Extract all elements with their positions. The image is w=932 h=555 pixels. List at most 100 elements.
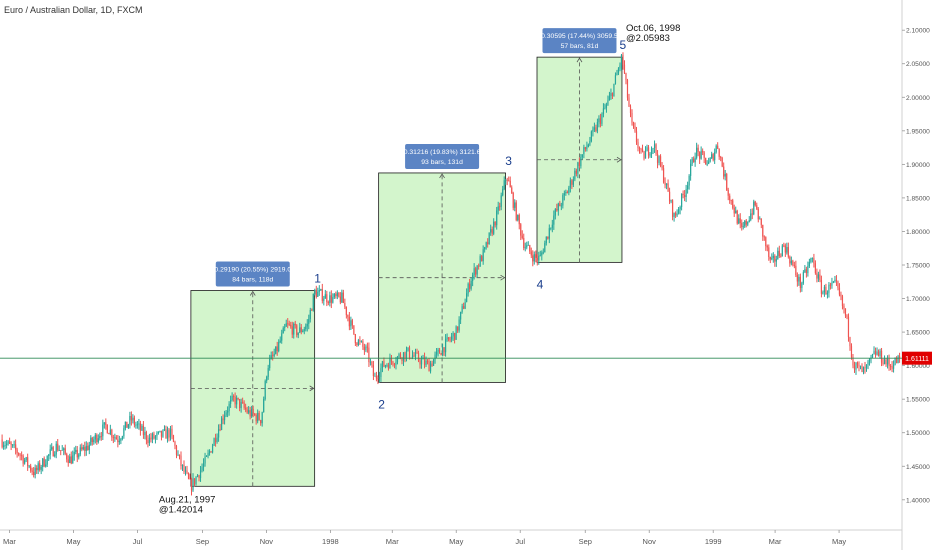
candle-body <box>873 351 875 355</box>
candle <box>417 350 420 363</box>
candle <box>242 397 244 404</box>
candle <box>452 331 454 341</box>
candle-body <box>667 183 669 192</box>
candle <box>789 255 791 267</box>
candle-body <box>514 202 516 208</box>
candle <box>661 162 663 171</box>
candle-body <box>586 146 588 150</box>
candle <box>867 359 869 370</box>
candle-body <box>569 180 571 188</box>
candle <box>7 440 9 446</box>
candle <box>759 216 761 220</box>
candle <box>690 159 692 181</box>
candle <box>533 251 535 265</box>
candle-body <box>306 323 308 327</box>
candle <box>730 199 732 205</box>
candle-body <box>458 319 460 331</box>
candle-body <box>294 323 296 326</box>
candle <box>28 464 30 469</box>
candle <box>470 277 472 291</box>
candle <box>205 455 208 458</box>
candle <box>697 144 699 157</box>
candle-body <box>251 408 253 417</box>
candle <box>171 425 173 440</box>
candle-body <box>623 64 626 74</box>
candle <box>727 187 729 201</box>
candle <box>496 206 498 230</box>
candle <box>662 165 665 184</box>
candle <box>435 348 438 359</box>
measure-box-1[interactable]: 0.29190 (20.55%) 2919.0 84 bars, 118d <box>190 261 316 487</box>
candle <box>186 465 188 475</box>
candle-body <box>581 154 583 157</box>
candle <box>362 339 364 350</box>
candle-body <box>756 205 758 209</box>
candle-body <box>177 454 179 456</box>
candle-body <box>393 364 396 366</box>
candle-body <box>189 478 191 480</box>
candle-body <box>169 428 172 438</box>
candle <box>517 214 519 222</box>
candle-body <box>793 264 795 266</box>
candle-body <box>753 201 755 215</box>
candle <box>493 218 495 236</box>
candle-body <box>681 193 683 208</box>
candle <box>201 463 203 473</box>
candle <box>604 103 606 110</box>
candle-body <box>461 306 463 312</box>
arrow-up-icon <box>439 173 445 179</box>
candle-body <box>82 447 84 450</box>
candle <box>13 440 15 449</box>
candle <box>505 179 507 185</box>
candle-body <box>437 349 439 352</box>
measure-label-line1: 0.30595 (17.44%) 3059.5 <box>541 33 618 40</box>
candle <box>649 152 651 158</box>
candle <box>395 356 397 370</box>
candle-body <box>52 447 54 457</box>
y-tick-label: 1.75000 <box>906 263 930 270</box>
x-tick-label: May <box>449 537 463 546</box>
candle <box>18 452 20 457</box>
candle <box>285 319 287 327</box>
candle-body <box>27 457 29 466</box>
candle <box>563 190 565 201</box>
candle <box>656 149 659 169</box>
candle-body <box>449 339 451 341</box>
candle-body <box>423 357 426 365</box>
measure-box-2[interactable]: 0.31216 (19.83%) 3121.6 93 bars, 131d <box>378 143 506 383</box>
candle <box>834 276 836 283</box>
candle <box>844 308 847 319</box>
candle-body <box>269 358 271 369</box>
candle-body <box>889 366 892 367</box>
measure-label <box>215 261 290 287</box>
candle-body <box>717 145 719 149</box>
candle-body <box>102 424 104 437</box>
candle <box>748 216 750 223</box>
candle <box>24 457 26 465</box>
x-tick-label: Nov <box>260 537 274 546</box>
candle <box>172 434 175 443</box>
x-tick-label: 1998 <box>322 537 339 546</box>
candle-body <box>426 360 429 362</box>
candle-body <box>186 470 188 474</box>
candle <box>756 202 758 211</box>
y-tick-label: 2.00000 <box>906 95 930 102</box>
candle <box>592 126 594 137</box>
candle-body <box>145 432 148 441</box>
candle-body <box>724 173 726 177</box>
candle <box>831 277 833 289</box>
candle-body <box>217 429 220 438</box>
candle-body <box>88 444 90 451</box>
candle <box>877 349 880 357</box>
candle <box>793 261 795 269</box>
candle-body <box>264 380 266 399</box>
candle-body <box>402 352 405 361</box>
candle <box>195 476 197 486</box>
candle-body <box>69 456 71 463</box>
candle <box>584 146 586 152</box>
candle-body <box>727 189 729 196</box>
candle-body <box>202 463 205 468</box>
candle-body <box>847 316 850 338</box>
